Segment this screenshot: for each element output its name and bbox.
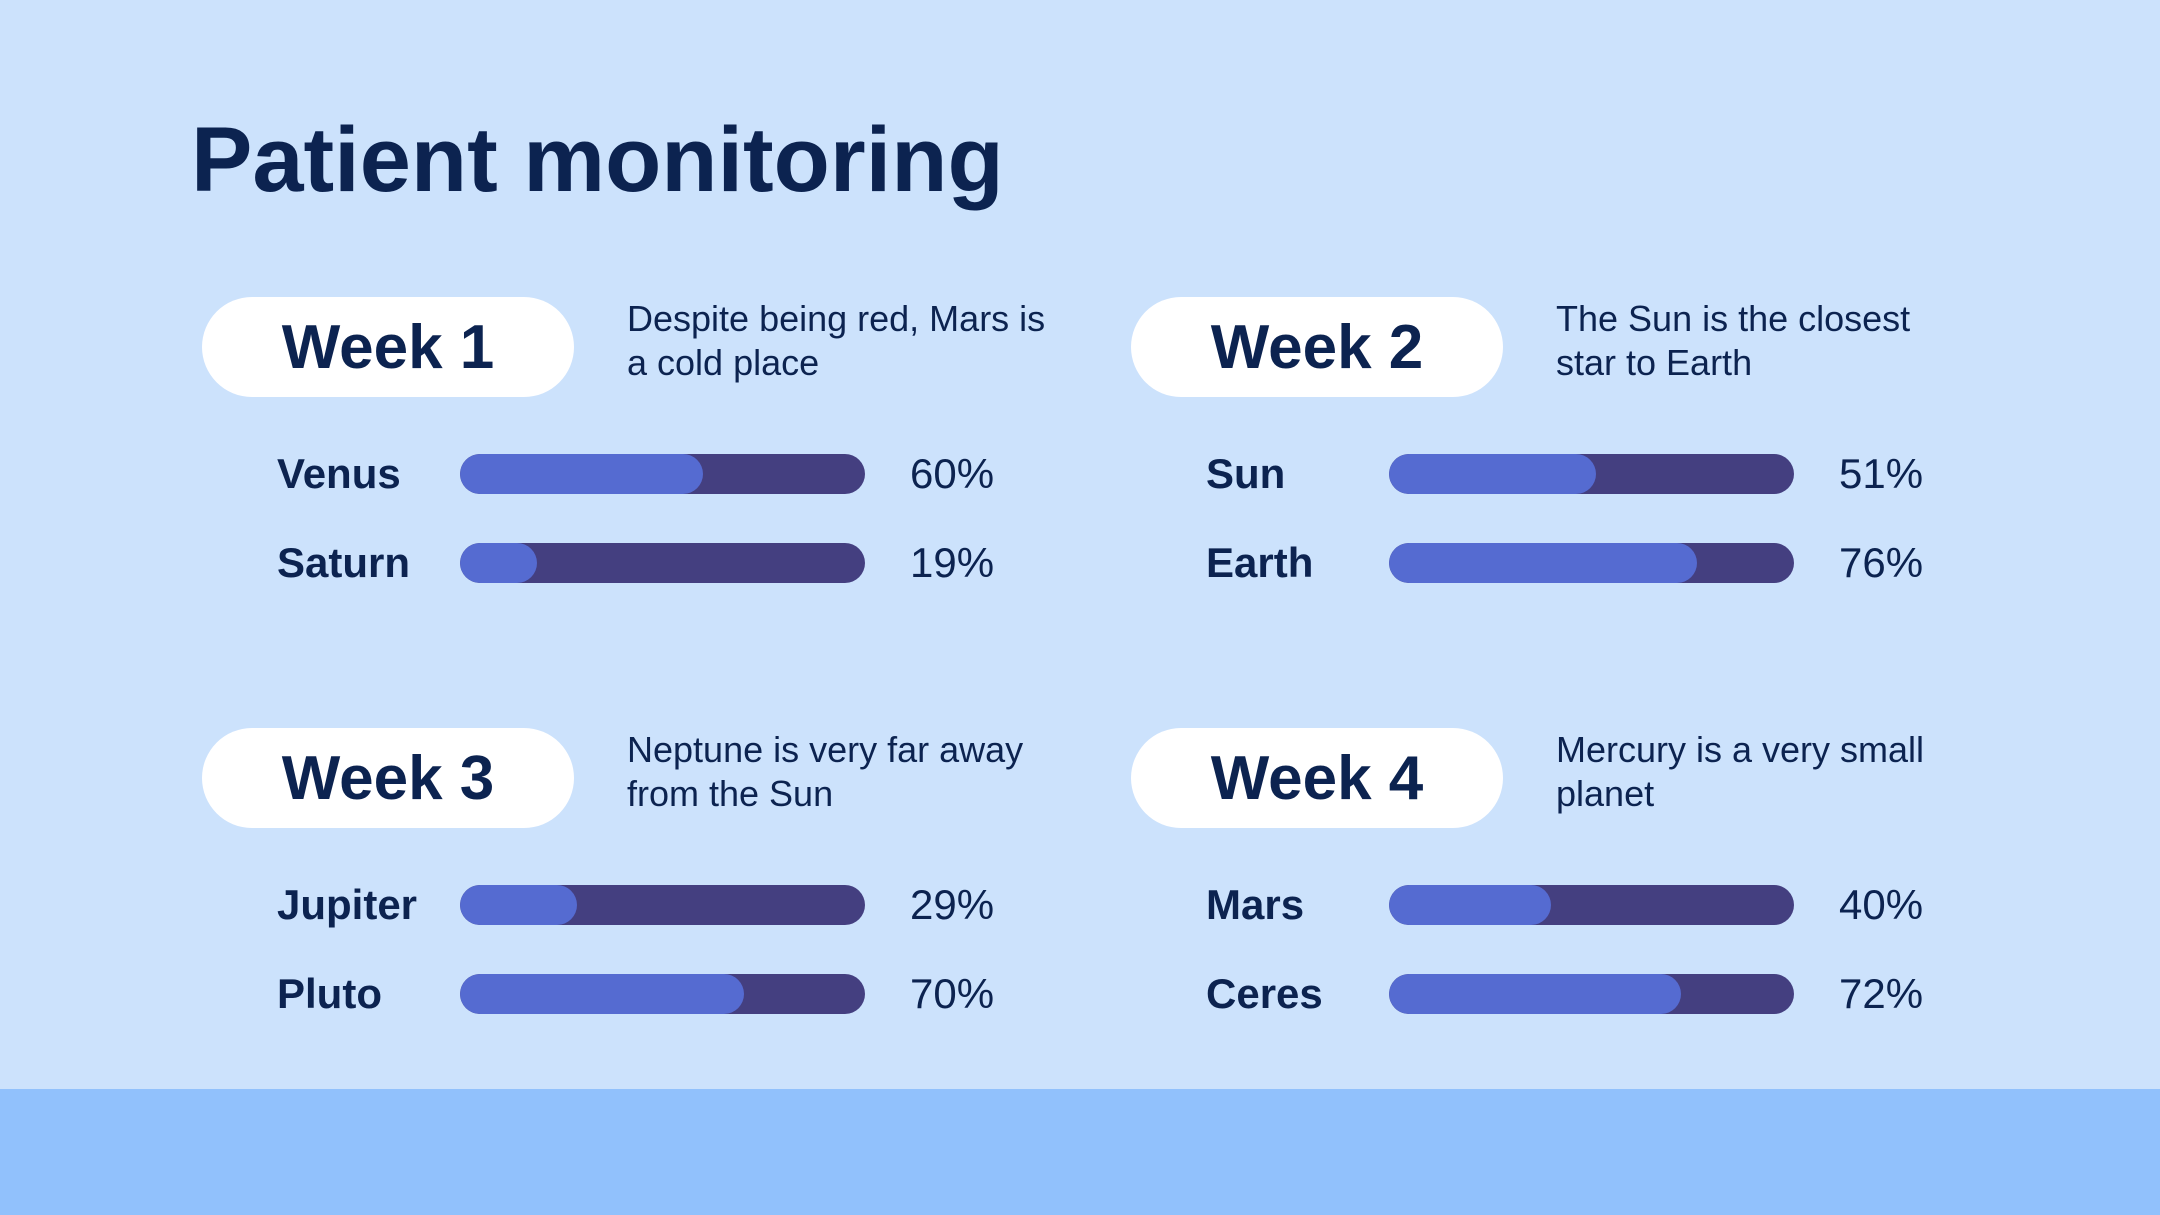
progress-track xyxy=(460,974,865,1014)
week-2-description: The Sun is the closest star to Earth xyxy=(1556,298,1911,383)
progress-row: Sun 51% xyxy=(1206,450,2006,498)
progress-track xyxy=(460,885,865,925)
week-4-panel: Week 4 Mercury is a very small planet Ma… xyxy=(1131,728,2061,1048)
progress-row: Pluto 70% xyxy=(277,970,1077,1018)
progress-fill xyxy=(460,454,703,494)
row-label: Sun xyxy=(1206,450,1286,497)
percent-value: 40% xyxy=(1839,881,1924,928)
week-2-badge: Week 2 xyxy=(1131,297,1503,397)
week-4-badge: Week 4 xyxy=(1131,728,1503,828)
progress-fill xyxy=(460,543,537,583)
progress-row: Jupiter 29% xyxy=(277,881,1077,929)
percent-value: 70% xyxy=(910,970,995,1017)
progress-fill xyxy=(1389,543,1697,583)
week-1-panel: Week 1 Despite being red, Mars is a cold… xyxy=(202,297,1132,617)
progress-track xyxy=(1389,543,1794,583)
row-label: Mars xyxy=(1206,881,1305,928)
percent-value: 29% xyxy=(910,881,995,928)
progress-row: Mars 40% xyxy=(1206,881,2006,929)
progress-track xyxy=(460,543,865,583)
progress-track xyxy=(1389,974,1794,1014)
percent-value: 19% xyxy=(910,539,995,586)
row-label: Venus xyxy=(277,450,401,497)
week-3-description: Neptune is very far away from the Sun xyxy=(627,729,1024,814)
percent-value: 72% xyxy=(1839,970,1924,1017)
week-4-description: Mercury is a very small planet xyxy=(1556,729,1925,814)
row-label: Pluto xyxy=(277,970,382,1017)
row-label: Ceres xyxy=(1206,970,1323,1017)
week-1-badge: Week 1 xyxy=(202,297,574,397)
progress-row: Saturn 19% xyxy=(277,539,1077,587)
week-3-badge: Week 3 xyxy=(202,728,574,828)
progress-track xyxy=(460,454,865,494)
week-3-panel: Week 3 Neptune is very far away from the… xyxy=(202,728,1132,1048)
progress-row: Earth 76% xyxy=(1206,539,2006,587)
footer-band xyxy=(0,1089,2160,1215)
week-1-description: Despite being red, Mars is a cold place xyxy=(627,298,1046,383)
progress-fill xyxy=(1389,974,1681,1014)
progress-row: Venus 60% xyxy=(277,450,1077,498)
week-2-panel: Week 2 The Sun is the closest star to Ea… xyxy=(1131,297,2061,617)
percent-value: 51% xyxy=(1839,450,1924,497)
progress-track xyxy=(1389,885,1794,925)
page-title: Patient monitoring xyxy=(191,109,1004,211)
progress-track xyxy=(1389,454,1794,494)
progress-row: Ceres 72% xyxy=(1206,970,2006,1018)
progress-fill xyxy=(1389,885,1551,925)
percent-value: 60% xyxy=(910,450,995,497)
progress-fill xyxy=(1389,454,1596,494)
row-label: Jupiter xyxy=(277,881,418,928)
progress-fill xyxy=(460,885,578,925)
row-label: Saturn xyxy=(277,539,411,586)
percent-value: 76% xyxy=(1839,539,1924,586)
progress-fill xyxy=(460,974,744,1014)
row-label: Earth xyxy=(1206,539,1314,586)
